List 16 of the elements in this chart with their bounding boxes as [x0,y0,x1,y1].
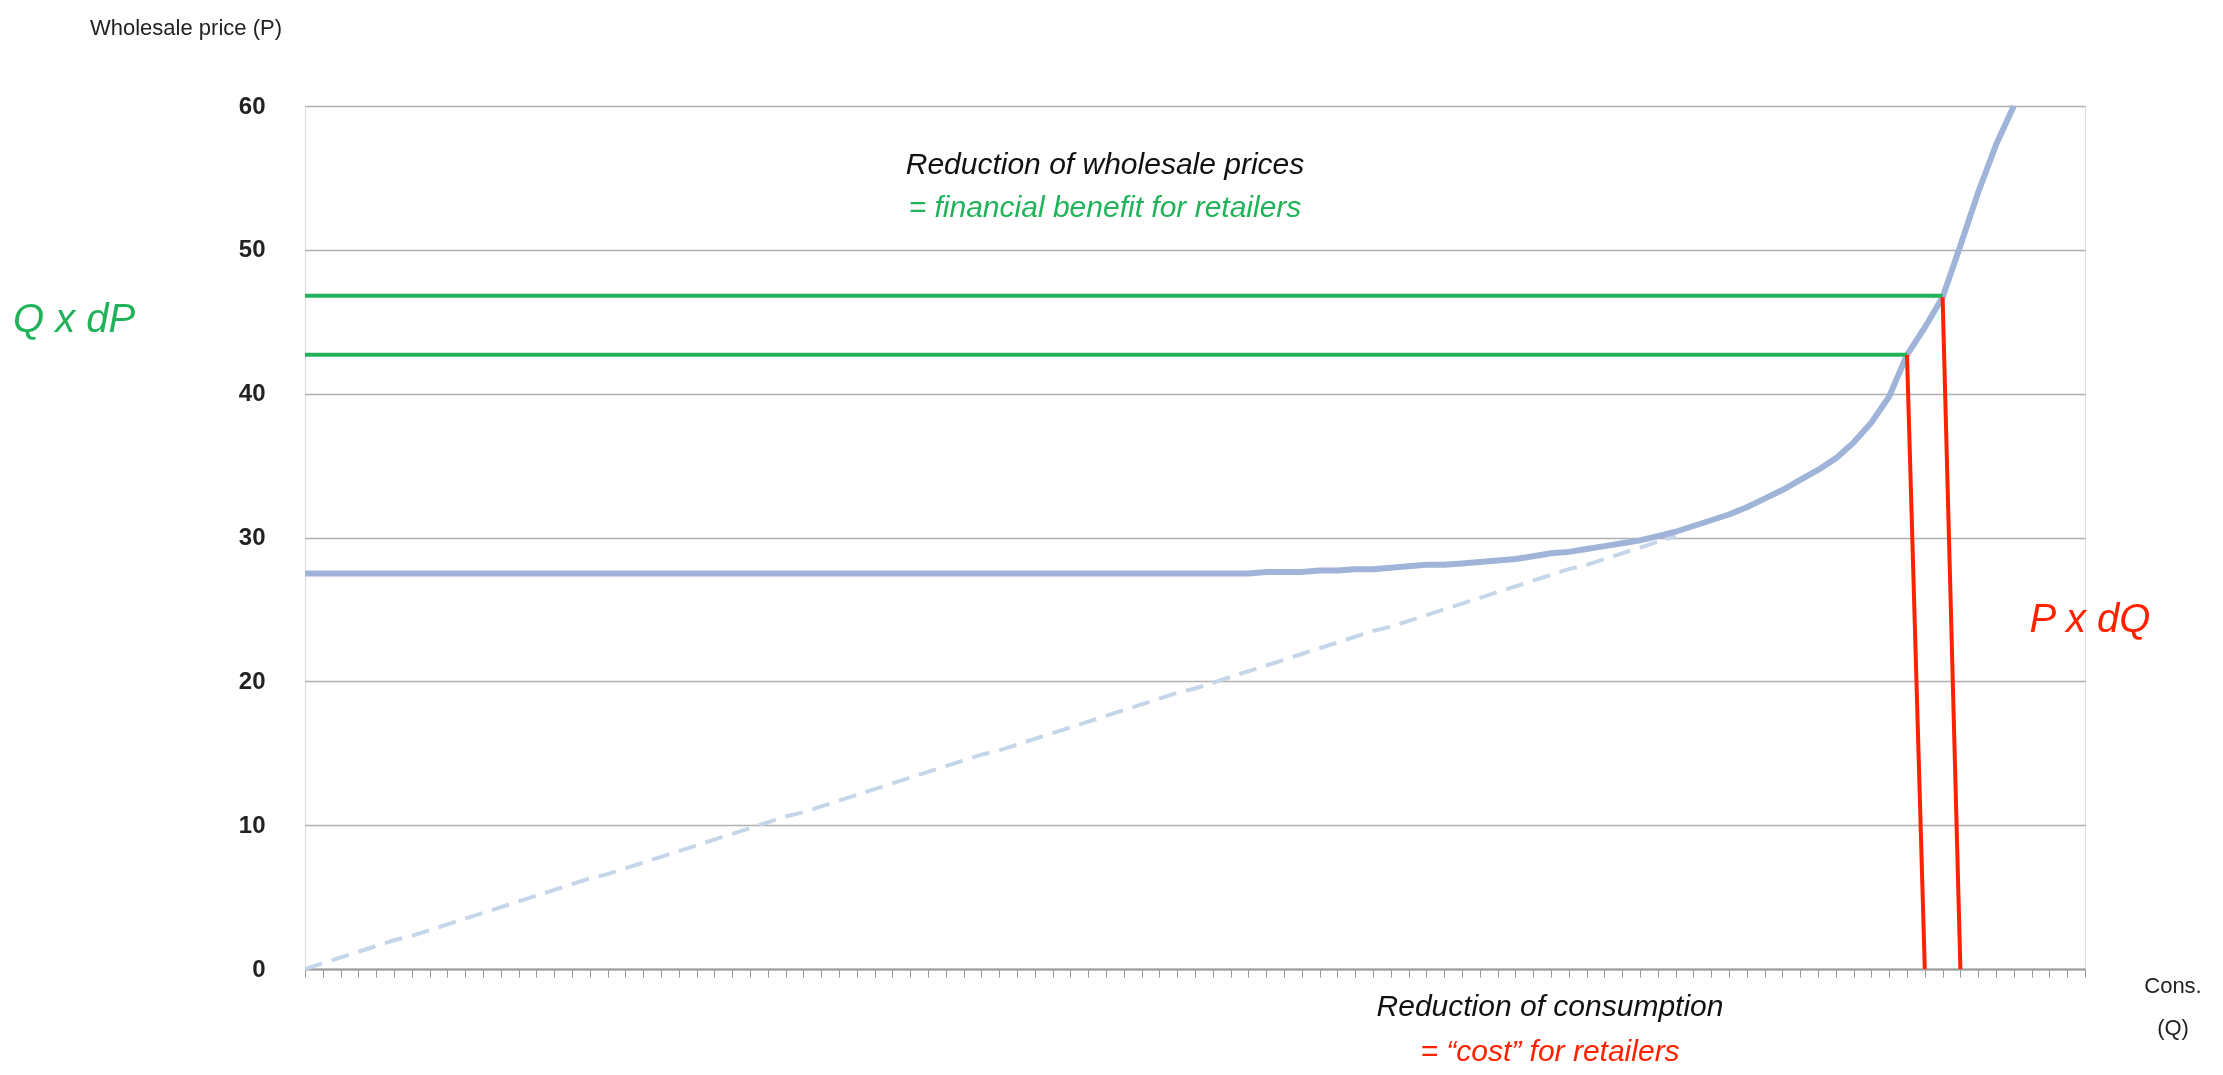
annotation: Reduction of wholesale prices [905,147,1305,180]
x-axis-title: Cons. (Q) [2144,973,2202,1040]
y-tick-label: 10 [238,810,266,838]
annotation: P x dQ [2029,596,2151,640]
y-tick-label: 40 [238,379,266,407]
text: = “cost” for retailers [1420,1034,1680,1067]
y-axis-title: Wholesale price (P) [90,15,282,40]
y-tick-label: 0 [252,954,266,982]
y-tick-label: 50 [238,235,266,263]
y-tick-label: 20 [238,666,266,694]
y-tick-label: 60 [238,91,266,119]
annotation: = financial benefit for retailers [908,190,1302,223]
y-tick-label: 30 [238,523,266,550]
text: Q x dP [13,296,136,340]
text: Reduction of consumption [1376,989,1724,1022]
line-series [303,534,1678,971]
